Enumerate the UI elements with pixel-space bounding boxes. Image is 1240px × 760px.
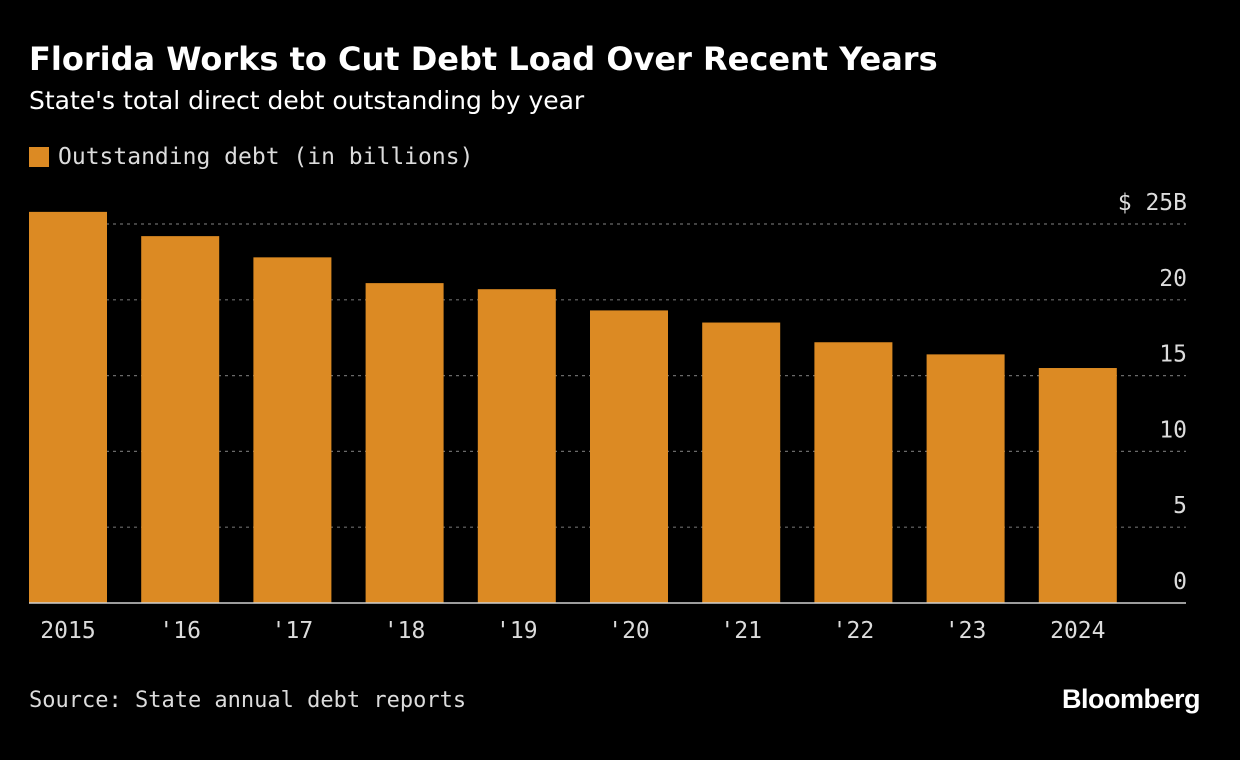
bar-2015 [29,211,107,603]
x-tick-label: '17 [272,618,314,644]
y-tick-label: 0 [1173,569,1187,595]
bar-20 [590,310,668,603]
x-tick-label: '23 [945,618,987,644]
bar-16 [141,236,220,603]
x-tick-label: '16 [159,618,201,644]
x-tick-label: 2024 [1050,618,1105,644]
x-tick-label: '18 [384,618,426,644]
y-tick-label: 15 [1159,342,1187,368]
chart-subtitle: State's total direct debt outstanding by… [29,86,585,115]
bar-19 [477,289,556,603]
y-tick-label: 10 [1159,417,1187,443]
x-tick-label: 2015 [40,618,95,644]
axes: 0 5 10 15 20 $ 25B 2015 '16 '17 '18 '19 '20 '21 '22 '2… [29,190,1187,644]
bar-22 [814,342,893,603]
x-tick-label: '22 [833,618,875,644]
bar-23 [926,354,1005,603]
chart-title: Florida Works to Cut Debt Load Over Rece… [29,40,938,78]
bar-18 [365,283,444,603]
bars [29,211,1117,603]
bar-2024 [1038,368,1117,603]
legend-label: Outstanding debt (in billions) [58,144,474,170]
source-note: Source: State annual debt reports [29,688,467,713]
legend-swatch [29,147,49,167]
bloomberg-logo: Bloomberg [1061,684,1201,714]
y-tick-label: 5 [1173,493,1187,519]
x-tick-label: '20 [608,618,650,644]
bar-17 [253,257,332,603]
y-tick-label: $ 25B [1118,190,1187,216]
bar-21 [702,322,781,603]
x-tick-label: '19 [496,618,538,644]
y-tick-label: 20 [1159,266,1187,292]
legend: Outstanding debt (in billions) [29,144,473,170]
bar-chart: 0 5 10 15 20 $ 25B 2015 '16 '17 '18 '19 '20 '21 '22 '2… [29,190,1187,644]
x-tick-label: '21 [720,618,762,644]
